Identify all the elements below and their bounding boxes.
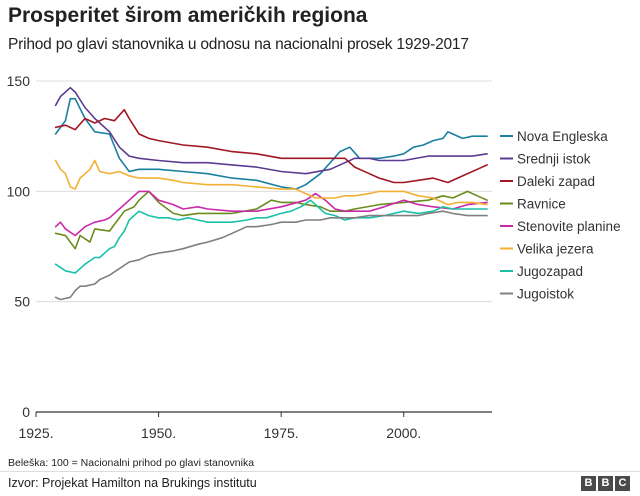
legend-label: Daleki zapad [517,174,595,189]
chart-subtitle: Prihod po glavi stanovnika u odnosu na n… [8,36,469,53]
x-tick-label: 1950. [141,425,176,441]
source-text: Izvor: Projekat Hamilton na Brukings ins… [8,476,257,490]
series-line [54,97,488,190]
series-line [54,199,488,274]
x-tick-label: 1925. [18,425,53,441]
legend-label: Stenovite planine [517,219,621,234]
line-chart: 0 50 100 150 1925. 1950. 1975. 2000. Nova Engles… [7,73,621,441]
x-tick-label: 2000. [386,425,421,441]
legend-label: Jugozapad [517,264,583,279]
series-line [54,108,488,184]
bbc-logo-letter: B [581,476,596,491]
series-line [54,190,488,250]
footer-divider [0,471,640,472]
bbc-logo: B B C [581,476,630,491]
y-tick-label: 0 [22,404,30,420]
legend-label: Srednji istok [517,152,591,167]
bbc-logo-letter: B [598,476,613,491]
x-tick-label: 1975. [264,425,299,441]
series-line [54,190,488,237]
legend-label: Nova Engleska [517,129,608,144]
legend-label: Ravnice [517,197,566,212]
series-line [54,86,488,175]
legend-label: Velika jezera [517,242,594,257]
chart-note: Beleška: 100 = Nacionalni prihod po glav… [8,457,255,469]
series-line [54,159,488,206]
chart-title: Prosperitet širom američkih regiona [8,4,368,27]
legend-label: Jugoistok [517,287,574,302]
y-tick-label: 100 [7,183,31,199]
series-line [54,210,488,301]
y-tick-label: 50 [14,294,30,310]
bbc-logo-letter: C [615,476,630,491]
y-tick-label: 150 [7,73,31,89]
